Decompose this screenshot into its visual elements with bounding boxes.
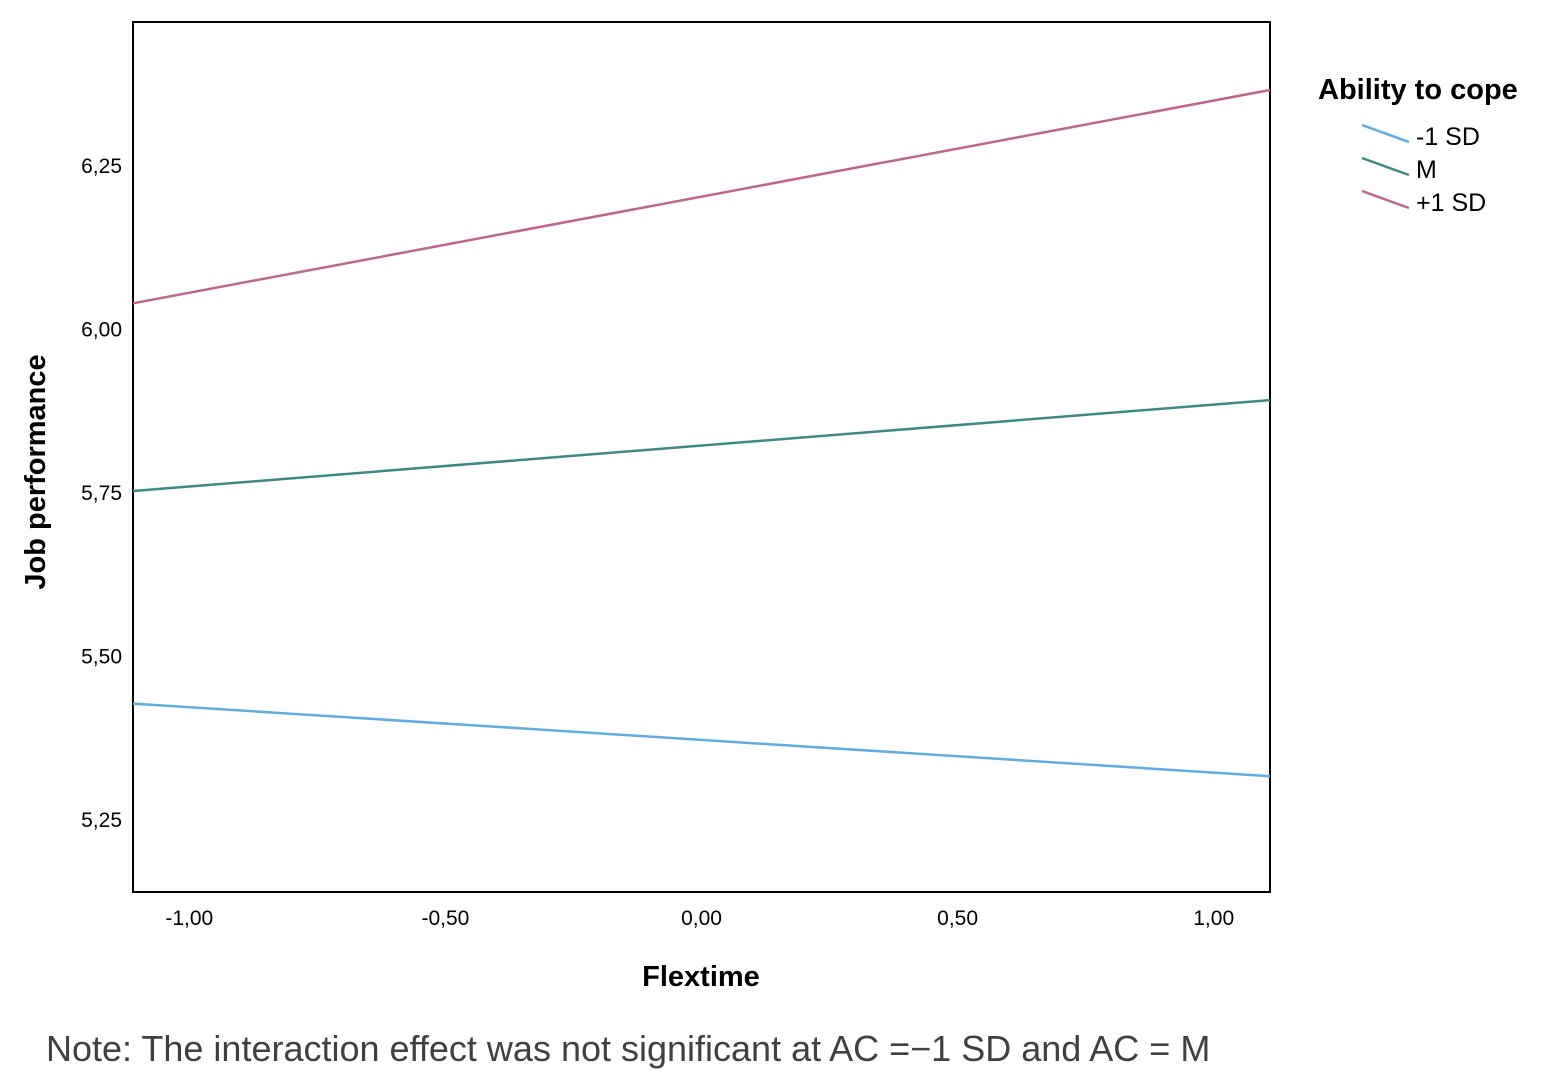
y-tick-label: 5,75 bbox=[81, 482, 122, 505]
x-axis-title: Flextime bbox=[642, 961, 760, 993]
interaction-line-chart: -1,00 -0,50 0,00 0,50 1,00 5,25 5,50 5,75 6,00 6… bbox=[20, 21, 1518, 993]
legend-label-2: M bbox=[1416, 156, 1437, 184]
x-axis-ticks: -1,00 -0,50 0,00 0,50 1,00 bbox=[165, 907, 1234, 930]
x-tick-label: -1,00 bbox=[165, 907, 213, 930]
legend-title: Ability to cope bbox=[1318, 74, 1518, 106]
legend-swatch-2 bbox=[1361, 156, 1410, 177]
series-line-2 bbox=[132, 398, 1271, 493]
series-line-1 bbox=[132, 702, 1271, 778]
legend-swatch-1 bbox=[1361, 123, 1410, 144]
plot-area-frame bbox=[132, 21, 1271, 893]
y-axis-ticks: 5,25 5,50 5,75 6,00 6,25 bbox=[81, 155, 122, 832]
legend-swatch-3 bbox=[1361, 189, 1410, 210]
series-lines bbox=[132, 88, 1271, 778]
x-tick-label: 1,00 bbox=[1193, 907, 1234, 930]
legend-label-1: -1 SD bbox=[1416, 123, 1480, 151]
y-tick-label: 6,00 bbox=[81, 318, 122, 341]
legend-items: -1 SD M +1 SD bbox=[1361, 123, 1486, 217]
y-axis-title: Job performance bbox=[20, 354, 52, 589]
footnote: Note: The interaction effect was not sig… bbox=[46, 1028, 1211, 1069]
series-line-3 bbox=[132, 88, 1271, 305]
legend: Ability to cope -1 SD M +1 SD bbox=[1318, 74, 1518, 217]
y-tick-label: 5,25 bbox=[81, 809, 122, 832]
y-tick-label: 6,25 bbox=[81, 155, 122, 178]
x-tick-label: 0,50 bbox=[937, 907, 978, 930]
x-tick-label: 0,00 bbox=[681, 907, 722, 930]
x-tick-label: -0,50 bbox=[421, 907, 469, 930]
legend-label-3: +1 SD bbox=[1416, 189, 1486, 217]
y-tick-label: 5,50 bbox=[81, 646, 122, 669]
